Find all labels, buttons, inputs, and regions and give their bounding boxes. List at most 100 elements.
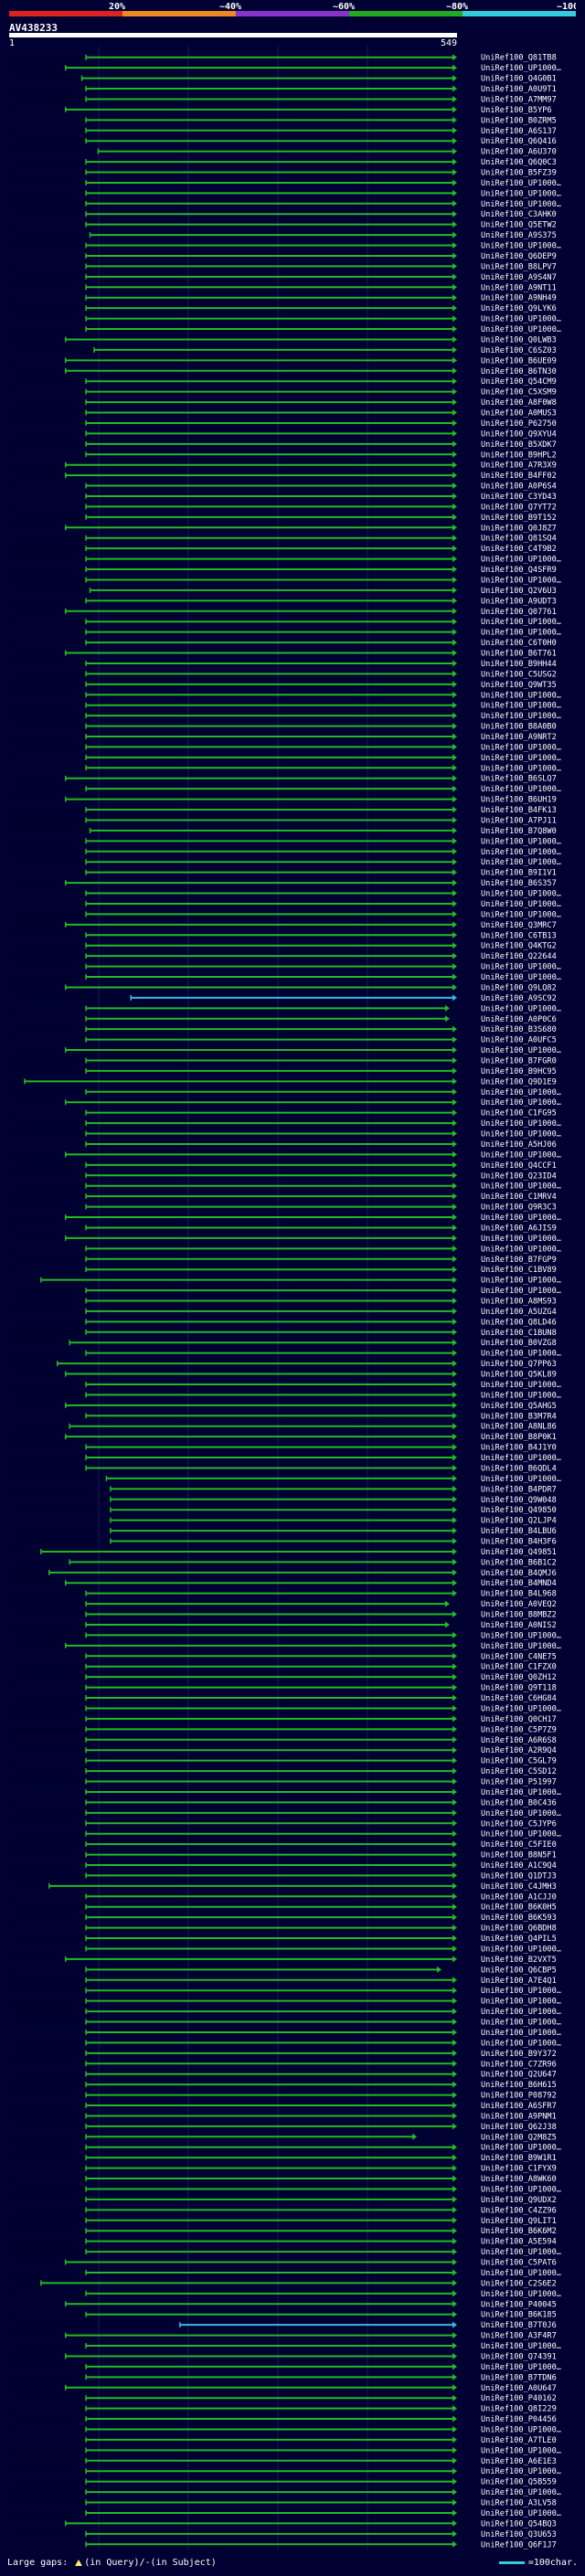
hit-row[interactable]: UniRef100_UP1000… [9, 315, 561, 324]
hit-label[interactable]: UniRef100_C6TB13 [481, 931, 557, 940]
hit-label[interactable]: UniRef100_B6UH19 [481, 796, 557, 805]
hit-label[interactable]: UniRef100_C4JMH3 [481, 1882, 557, 1892]
hit-row[interactable]: UniRef100_Q9LIT1 [9, 2217, 557, 2226]
hit-row[interactable]: UniRef100_Q81TB8 [9, 54, 557, 63]
hit-label[interactable]: UniRef100_UP1000… [481, 1945, 561, 1954]
hit-label[interactable]: UniRef100_Q2V6U3 [481, 587, 557, 596]
hit-label[interactable]: UniRef100_P62750 [481, 419, 557, 429]
hit-row[interactable]: UniRef100_B6K0H5 [9, 1903, 557, 1913]
hit-label[interactable]: UniRef100_Q5B559 [481, 2478, 557, 2487]
hit-row[interactable]: UniRef100_UP1000… [9, 712, 561, 721]
hit-label[interactable]: UniRef100_Q49850 [481, 1506, 557, 1515]
hit-row[interactable]: UniRef100_B4H3F6 [9, 1538, 557, 1547]
hit-label[interactable]: UniRef100_UP1000… [481, 2342, 561, 2351]
hit-label[interactable]: UniRef100_UP1000… [481, 1987, 561, 1996]
hit-label[interactable]: UniRef100_A9S4N7 [481, 273, 557, 282]
hit-row[interactable]: UniRef100_Q5KL89 [9, 1371, 557, 1380]
hit-row[interactable]: UniRef100_B4L968 [9, 1590, 557, 1599]
hit-label[interactable]: UniRef100_UP1000… [481, 1214, 561, 1223]
hit-row[interactable]: UniRef100_B4J1Y0 [9, 1444, 557, 1453]
hit-label[interactable]: UniRef100_B7T0J6 [481, 2321, 557, 2330]
hit-label[interactable]: UniRef100_UP1000… [481, 179, 561, 188]
hit-row[interactable]: UniRef100_UP1000… [9, 1245, 561, 1254]
hit-row[interactable]: UniRef100_B8A0B0 [9, 723, 557, 732]
hit-label[interactable]: UniRef100_UP1000… [481, 2039, 561, 2048]
hit-label[interactable]: UniRef100_Q9LYK6 [481, 304, 557, 313]
hit-row[interactable]: UniRef100_UP1000… [9, 1182, 561, 1192]
hit-row[interactable]: UniRef100_Q6BDH8 [9, 1924, 557, 1934]
hit-row[interactable]: UniRef100_UP1000… [9, 1475, 561, 1484]
hit-label[interactable]: UniRef100_Q6Q416 [481, 137, 557, 146]
hit-label[interactable]: UniRef100_UP1000… [481, 1130, 561, 1140]
hit-label[interactable]: UniRef100_UP1000… [481, 2008, 561, 2017]
hit-label[interactable]: UniRef100_A7MM97 [481, 95, 557, 104]
hit-row[interactable]: UniRef100_UP1000… [9, 2363, 561, 2372]
hit-row[interactable]: UniRef100_UP1000… [9, 1642, 561, 1651]
hit-label[interactable]: UniRef100_B9W1R1 [481, 2154, 557, 2163]
hit-row[interactable]: UniRef100_Q7YT72 [9, 503, 557, 512]
hit-row[interactable]: UniRef100_P04456 [9, 2415, 557, 2424]
hit-label[interactable]: UniRef100_P40162 [481, 2394, 557, 2403]
hit-row[interactable]: UniRef100_UP1000… [9, 2509, 561, 2518]
hit-label[interactable]: UniRef100_A0MUS3 [481, 409, 557, 419]
hit-label[interactable]: UniRef100_UP1000… [481, 1287, 561, 1296]
hit-label[interactable]: UniRef100_Q6Q0C3 [481, 158, 557, 167]
hit-label[interactable]: UniRef100_UP1000… [481, 189, 561, 198]
hit-label[interactable]: UniRef100_B6K6M2 [481, 2227, 557, 2236]
hit-row[interactable]: UniRef100_B9Y372 [9, 2050, 557, 2059]
hit-row[interactable]: UniRef100_Q49850 [9, 1506, 557, 1515]
hit-row[interactable]: UniRef100_Q3MRC7 [9, 921, 557, 930]
hit-row[interactable]: UniRef100_A6S137 [9, 127, 557, 136]
hit-row[interactable]: UniRef100_Q4G0B1 [9, 75, 557, 84]
hit-row[interactable]: UniRef100_UP1000… [9, 2019, 561, 2028]
hit-row[interactable]: UniRef100_Q9T118 [9, 1684, 557, 1693]
hit-row[interactable]: UniRef100_A9S375 [9, 231, 557, 240]
hit-row[interactable]: UniRef100_A6SFR7 [9, 2102, 557, 2111]
hit-label[interactable]: UniRef100_B5XDK7 [481, 440, 557, 450]
hit-row[interactable]: UniRef100_B0ZRM5 [9, 116, 557, 125]
hit-row[interactable]: UniRef100_UP1000… [9, 1945, 561, 1954]
hit-row[interactable]: UniRef100_C4T9B2 [9, 545, 557, 554]
hit-label[interactable]: UniRef100_A0NIS2 [481, 1621, 557, 1630]
hit-label[interactable]: UniRef100_UP1000… [481, 1098, 561, 1108]
hit-label[interactable]: UniRef100_Q9W048 [481, 1496, 557, 1505]
hit-row[interactable]: UniRef100_C7ZR96 [9, 2060, 557, 2069]
hit-label[interactable]: UniRef100_B4FF02 [481, 472, 557, 481]
hit-label[interactable]: UniRef100_Q81SQ4 [481, 535, 557, 544]
hit-row[interactable]: UniRef100_UP1000… [9, 2144, 561, 2153]
hit-row[interactable]: UniRef100_UP1000… [9, 1214, 561, 1223]
hit-label[interactable]: UniRef100_UP1000… [481, 2425, 561, 2434]
hit-row[interactable]: UniRef100_P08792 [9, 2092, 557, 2101]
hit-row[interactable]: UniRef100_A3LV58 [9, 2499, 557, 2508]
hit-label[interactable]: UniRef100_A9SC92 [481, 994, 557, 1003]
hit-label[interactable]: UniRef100_A6U370 [481, 148, 557, 157]
hit-row[interactable]: UniRef100_A6E1E3 [9, 2457, 557, 2466]
hit-row[interactable]: UniRef100_B7T0J6 [9, 2321, 557, 2330]
hit-label[interactable]: UniRef100_Q0J8Z7 [481, 524, 557, 533]
hit-row[interactable]: UniRef100_C3YD43 [9, 493, 557, 502]
hit-row[interactable]: UniRef100_Q74391 [9, 2352, 557, 2361]
hit-row[interactable]: UniRef100_UP1000… [9, 1150, 561, 1160]
hit-row[interactable]: UniRef100_UP1000… [9, 1130, 561, 1140]
hit-label[interactable]: UniRef100_UP1000… [481, 2185, 561, 2194]
hit-row[interactable]: UniRef100_A9NT11 [9, 283, 557, 292]
hit-row[interactable]: UniRef100_B5YP6 [9, 106, 552, 115]
hit-label[interactable]: UniRef100_B7TDN6 [481, 2373, 557, 2382]
hit-row[interactable]: UniRef100_UP1000… [9, 1277, 561, 1286]
hit-row[interactable]: UniRef100_A9SC92 [9, 994, 557, 1003]
hit-row[interactable]: UniRef100_UP1000… [9, 764, 561, 773]
hit-row[interactable]: UniRef100_Q81SQ4 [9, 535, 557, 544]
hit-row[interactable]: UniRef100_Q3U653 [9, 2530, 557, 2539]
hit-label[interactable]: UniRef100_Q54BQ3 [481, 2519, 557, 2528]
hit-label[interactable]: UniRef100_A9PNM1 [481, 2112, 557, 2121]
hit-label[interactable]: UniRef100_UP1000… [481, 1381, 561, 1390]
hit-label[interactable]: UniRef100_B4FK13 [481, 806, 557, 815]
hit-row[interactable]: UniRef100_UP1000… [9, 2467, 561, 2476]
hit-label[interactable]: UniRef100_UP1000… [481, 2248, 561, 2257]
hit-row[interactable]: UniRef100_B8LPV7 [9, 262, 557, 271]
hit-label[interactable]: UniRef100_UP1000… [481, 1454, 561, 1463]
hit-label[interactable]: UniRef100_A1CJJ0 [481, 1892, 557, 1902]
hit-row[interactable]: UniRef100_B7Q8W0 [9, 827, 557, 836]
hit-row[interactable]: UniRef100_UP1000… [9, 1381, 561, 1390]
hit-row[interactable]: UniRef100_Q22644 [9, 952, 557, 961]
